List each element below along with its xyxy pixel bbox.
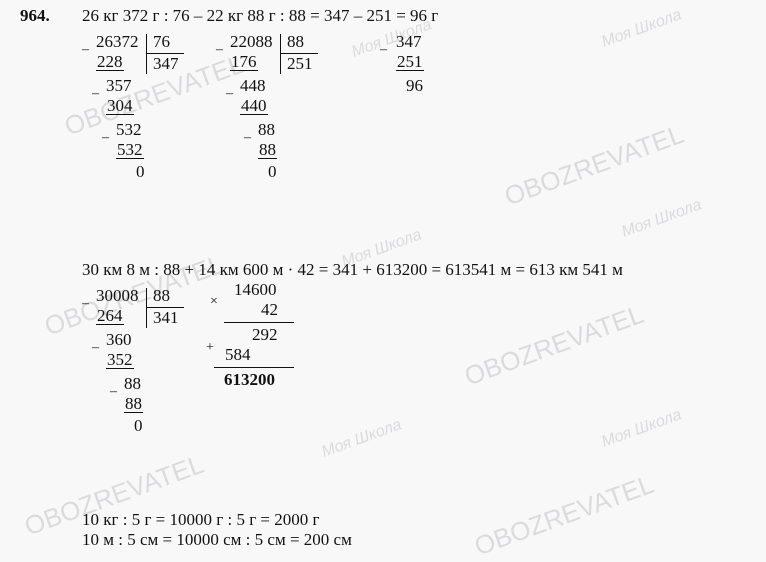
equation-3: 10 кг : 5 г = 10000 г : 5 г = 2000 г [82, 510, 320, 530]
div3-r4: 88 [124, 374, 141, 394]
div3-dividend: 30008 [96, 286, 139, 306]
mul1-p2: 584 [225, 345, 251, 365]
div2-r3: 440 [240, 96, 268, 116]
div2-vbar [280, 34, 281, 74]
div2-dividend: 22088 [230, 32, 273, 52]
div3-vbar [146, 288, 147, 328]
minus-sign: – [380, 42, 387, 58]
div1-r2: 357 [106, 76, 132, 96]
div3-r5: 88 [124, 394, 143, 414]
minus-sign: – [216, 42, 223, 58]
div3-divisor: 88 [153, 286, 170, 306]
div1-dividend: 26372 [96, 32, 139, 52]
mul1-p1: 292 [252, 325, 278, 345]
mul1-a: 14600 [234, 280, 277, 300]
div1-divisor: 76 [153, 32, 170, 52]
watermark: OBOZREVATEL [460, 299, 648, 393]
minus-sign: – [226, 86, 233, 102]
mul1-hbar1 [224, 322, 294, 323]
div1-r1: 228 [96, 52, 124, 72]
minus-sign: – [92, 340, 99, 356]
times-sign: × [210, 294, 218, 310]
problem-number: 964. [20, 6, 50, 26]
watermark: Моя Школа [619, 196, 704, 242]
plus-sign: + [206, 340, 214, 356]
div3-r3: 352 [106, 350, 134, 370]
watermark: Моя Школа [319, 416, 404, 462]
div1-r6: 0 [136, 162, 145, 182]
mul1-hbar2 [214, 367, 294, 368]
equation-1: 26 кг 372 г : 76 – 22 кг 88 г : 88 = 347… [82, 6, 438, 26]
div1-r3: 304 [106, 96, 134, 116]
div3-quotient: 341 [153, 308, 179, 328]
div1-vbar [146, 34, 147, 74]
div2-r2: 448 [240, 76, 266, 96]
watermark: Моя Школа [599, 406, 684, 452]
div1-r4: 532 [116, 120, 142, 140]
mul1-res: 613200 [224, 370, 275, 390]
watermark: OBOZREVATEL [470, 469, 658, 562]
div2-divisor: 88 [287, 32, 304, 52]
div3-r6: 0 [134, 416, 143, 436]
div2-quotient: 251 [287, 54, 313, 74]
watermark: Моя Школа [599, 6, 684, 52]
minus-sign: – [92, 86, 99, 102]
div1-quotient: 347 [153, 54, 179, 74]
minus-sign: – [102, 130, 109, 146]
div2-r1: 176 [230, 52, 258, 72]
sub1-c: 96 [406, 76, 423, 96]
sub1-b: 251 [396, 52, 424, 72]
minus-sign: – [82, 296, 89, 312]
equation-4: 10 м : 5 см = 10000 см : 5 см = 200 см [82, 530, 352, 550]
minus-sign: – [244, 130, 251, 146]
equation-2: 30 км 8 м : 88 + 14 км 600 м · 42 = 341 … [82, 260, 623, 280]
div2-r4: 88 [258, 120, 275, 140]
div3-r1: 264 [96, 306, 124, 326]
sub1-a: 347 [396, 32, 422, 52]
div3-r2: 360 [106, 330, 132, 350]
div2-r5: 88 [258, 140, 277, 160]
minus-sign: – [82, 42, 89, 58]
div1-r5: 532 [116, 140, 144, 160]
watermark: OBOZREVATEL [500, 119, 688, 213]
minus-sign: – [110, 384, 117, 400]
mul1-b: 42 [261, 300, 278, 320]
div2-r6: 0 [268, 162, 277, 182]
